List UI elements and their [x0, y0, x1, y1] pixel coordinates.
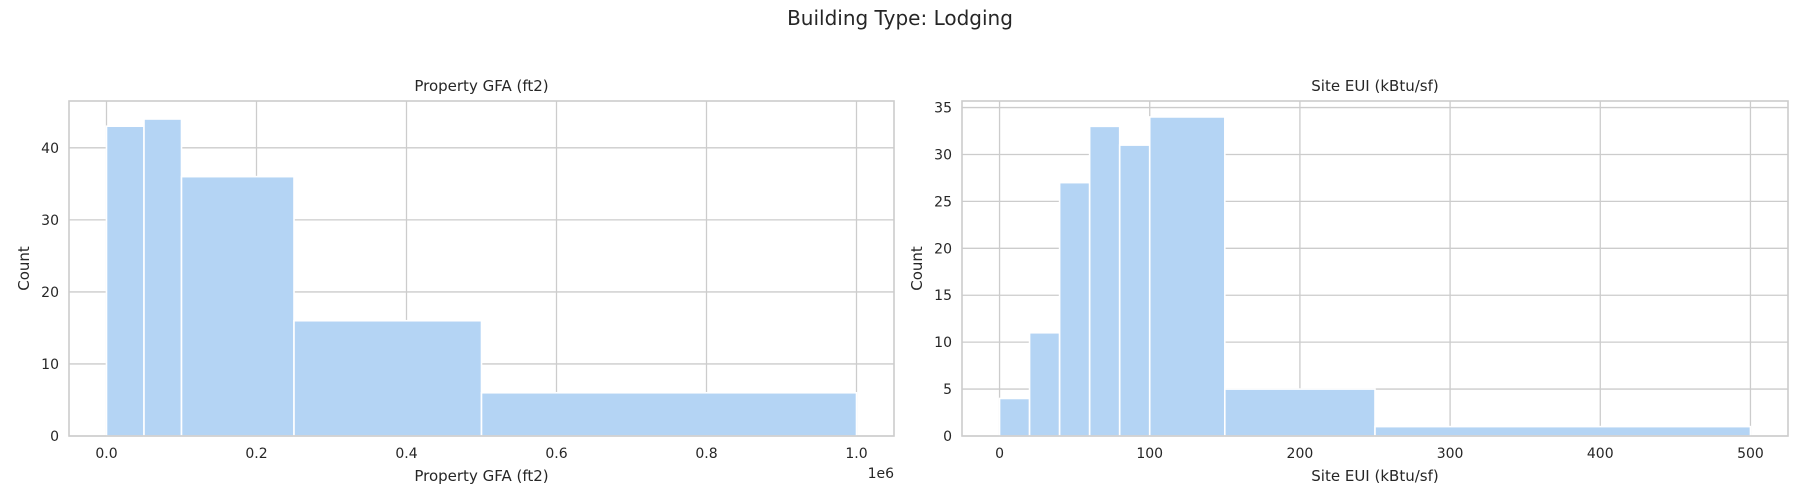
y-tick-label: 35 — [934, 101, 952, 117]
y-tick-label: 20 — [41, 285, 59, 301]
histogram-bar — [105, 125, 145, 437]
y-tick-label: 10 — [934, 335, 952, 351]
x-axis-label: Site EUI (kBtu/sf) — [1311, 467, 1438, 485]
histogram-bar — [1224, 388, 1376, 437]
x-tick-label: 0.4 — [395, 446, 417, 462]
y-tick-label: 0 — [943, 429, 952, 445]
figure-title: Building Type: Lodging — [787, 6, 1013, 30]
y-axis-label: Count — [15, 246, 33, 291]
x-offset-text: 1e6 — [868, 466, 895, 482]
y-tick-label: 30 — [41, 213, 59, 229]
x-axis-label: Property GFA (ft2) — [414, 467, 548, 485]
y-tick-label: 10 — [41, 357, 59, 373]
histogram-bar — [1148, 116, 1226, 437]
plot-frame — [68, 100, 895, 437]
subplot-title: Site EUI (kBtu/sf) — [1311, 77, 1438, 95]
histogram-bar — [480, 391, 858, 437]
x-tick-label: 200 — [1287, 446, 1314, 462]
y-tick-label: 5 — [943, 382, 952, 398]
histogram-bar — [998, 397, 1031, 437]
histogram-bar — [1118, 144, 1151, 437]
y-tick-label: 20 — [934, 241, 952, 257]
histogram-bar — [1374, 425, 1752, 437]
subplot-title: Property GFA (ft2) — [414, 77, 548, 95]
y-tick-label: 40 — [41, 141, 59, 157]
histogram-bar — [1088, 125, 1121, 437]
x-tick-label: 0.6 — [545, 446, 567, 462]
x-tick-label: 100 — [1136, 446, 1163, 462]
plot-frame — [961, 100, 1789, 437]
histogram-bar — [293, 319, 483, 437]
x-tick-label: 0.0 — [95, 446, 117, 462]
y-tick-label: 30 — [934, 147, 952, 163]
subplot-1: 0.0 0.2 0.4 0.6 0.8 1.0 0 10 20 30 40 Property GFA … — [15, 77, 895, 485]
x-tick-label: 300 — [1437, 446, 1464, 462]
histogram-bar — [1028, 331, 1061, 437]
y-tick-label: 25 — [934, 194, 952, 210]
x-tick-label: 0 — [995, 446, 1004, 462]
x-tick-label: 0.2 — [245, 446, 267, 462]
x-tick-label: 400 — [1587, 446, 1614, 462]
x-tick-label: 1.0 — [845, 446, 867, 462]
histogram-bar — [1058, 181, 1091, 437]
x-tick-label: 0.8 — [695, 446, 717, 462]
x-tick-label: 500 — [1737, 446, 1764, 462]
y-tick-label: 0 — [50, 429, 59, 445]
histogram-bar — [143, 118, 183, 437]
histogram-bar — [180, 175, 295, 437]
subplot-2: 0 100 200 300 400 500 0 5 10 15 20 25 30 35 Site EUI (… — [908, 77, 1789, 485]
y-tick-label: 15 — [934, 288, 952, 304]
y-axis-label: Count — [908, 246, 926, 291]
